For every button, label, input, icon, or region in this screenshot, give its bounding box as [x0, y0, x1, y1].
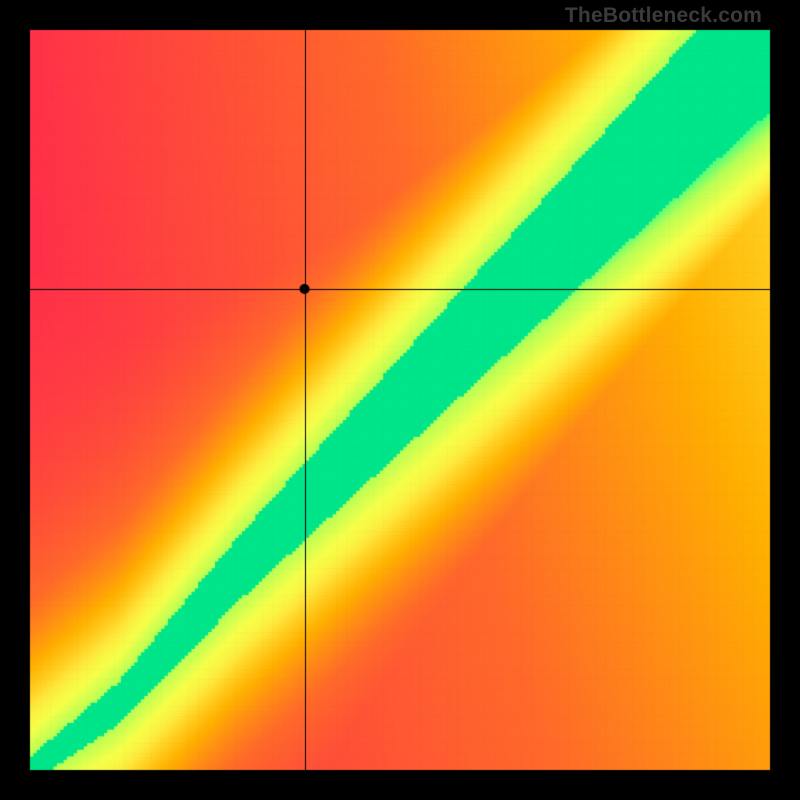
watermark-text: TheBottleneck.com: [565, 4, 762, 28]
bottleneck-heatmap: [0, 0, 800, 800]
